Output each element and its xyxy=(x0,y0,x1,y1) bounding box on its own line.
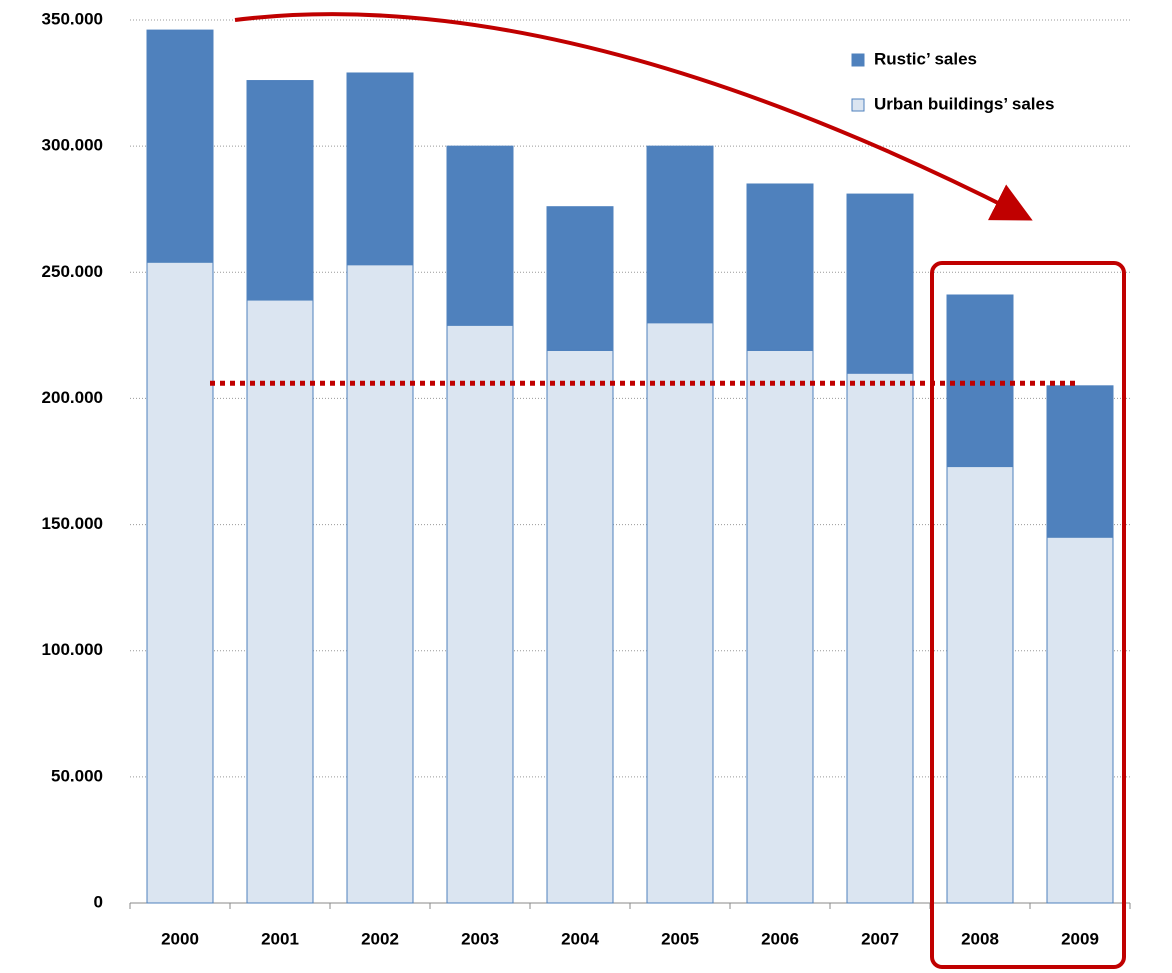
bar-segment xyxy=(446,324,514,904)
x-tick-label: 2004 xyxy=(561,929,599,948)
y-tick-label: 350.000 xyxy=(42,9,103,28)
y-tick-label: 150.000 xyxy=(42,514,103,533)
y-tick-label: 50.000 xyxy=(51,766,103,785)
legend-swatch xyxy=(851,98,865,112)
bar-segment xyxy=(646,145,714,324)
x-tick-label: 2005 xyxy=(661,929,699,948)
y-tick-label: 250.000 xyxy=(42,262,103,281)
bar-segment xyxy=(446,145,514,326)
bar-segment xyxy=(346,72,414,266)
highlight-box xyxy=(930,261,1126,969)
x-tick-label: 2007 xyxy=(861,929,899,948)
bar-segment xyxy=(1046,385,1114,538)
x-tick-label: 2008 xyxy=(961,929,999,948)
bar-segment xyxy=(946,466,1014,904)
trend-arrow xyxy=(234,12,1033,221)
bar-segment xyxy=(946,294,1014,468)
y-tick-label: 200.000 xyxy=(42,388,103,407)
bar-segment xyxy=(646,322,714,904)
legend-label: Rustic’ sales xyxy=(874,49,977,68)
bar-segment xyxy=(246,80,314,301)
x-tick-label: 2002 xyxy=(361,929,399,948)
bar-segment xyxy=(746,183,814,351)
x-tick-label: 2006 xyxy=(761,929,799,948)
bar-segment xyxy=(746,349,814,904)
bar-segment xyxy=(346,264,414,904)
bar-segment xyxy=(546,206,614,351)
legend-swatch xyxy=(851,53,865,67)
bar-segment xyxy=(146,261,214,904)
legend-label: Urban buildings’ sales xyxy=(874,94,1054,113)
bar-segment xyxy=(246,299,314,904)
bar-segment xyxy=(546,349,614,904)
y-tick-label: 0 xyxy=(94,892,103,911)
bar-segment xyxy=(146,29,214,263)
bar-segment xyxy=(846,193,914,374)
y-tick-label: 300.000 xyxy=(42,136,103,155)
bar-segment xyxy=(846,372,914,904)
x-tick-label: 2001 xyxy=(261,929,299,948)
y-tick-label: 100.000 xyxy=(42,640,103,659)
x-tick-label: 2003 xyxy=(461,929,499,948)
x-tick-label: 2009 xyxy=(1061,929,1099,948)
bar-segment xyxy=(1046,536,1114,904)
x-tick-label: 2000 xyxy=(161,929,199,948)
